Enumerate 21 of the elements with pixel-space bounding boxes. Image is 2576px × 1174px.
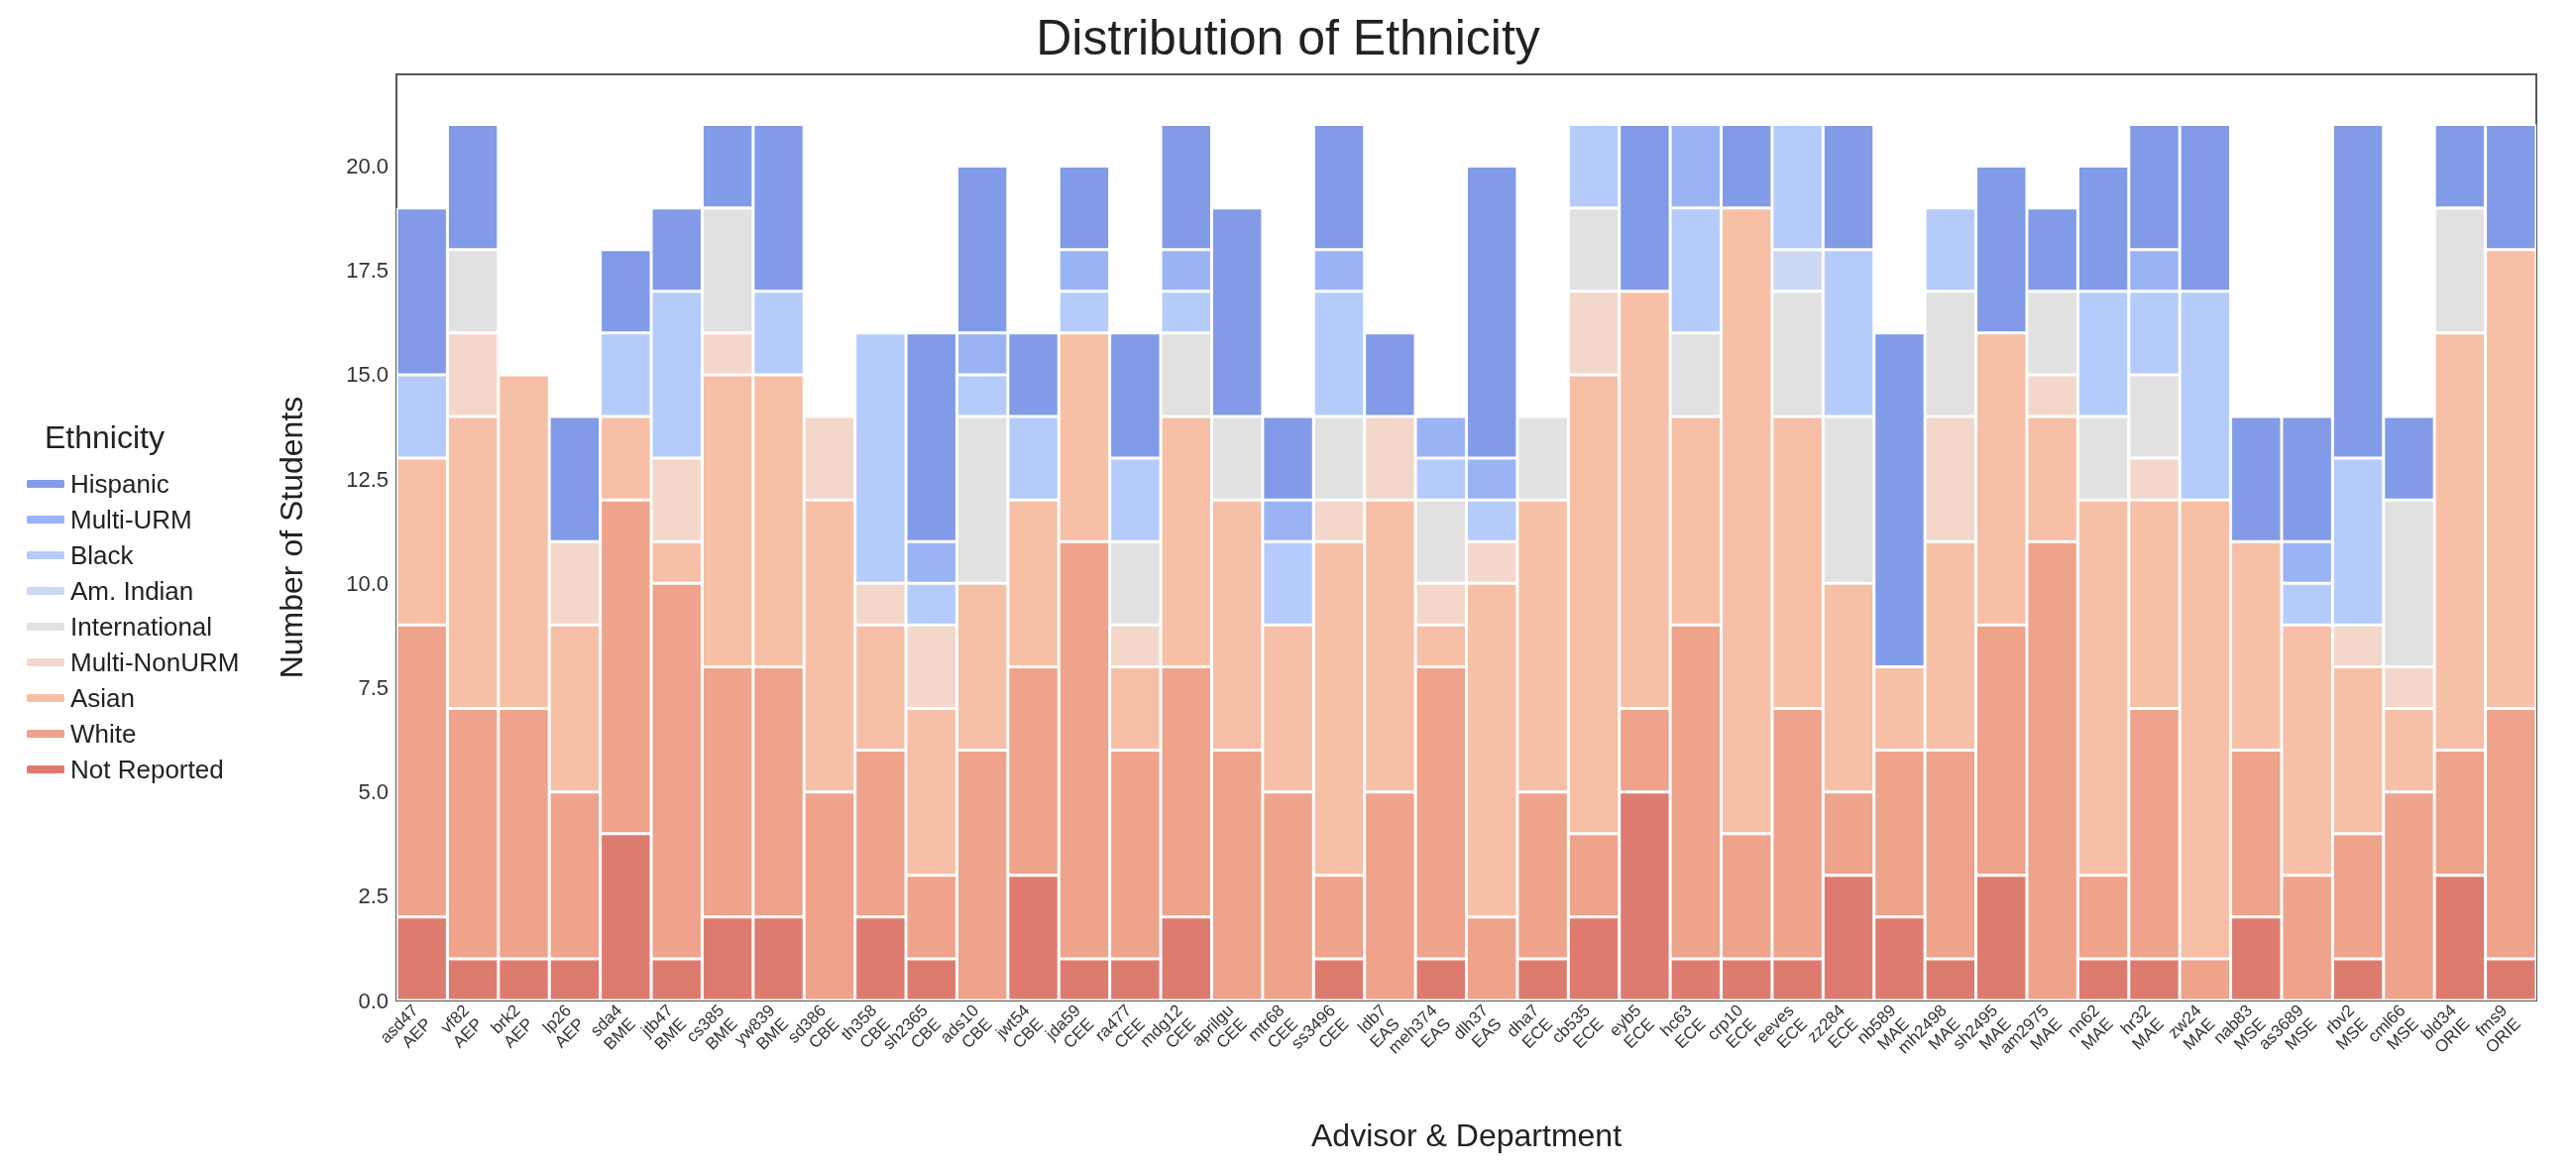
y-tick-label: 7.5 — [358, 674, 389, 700]
legend-label: Not Reported — [70, 755, 224, 784]
legend-label: Multi-NonURM — [70, 647, 240, 677]
y-tick-label: 20.0 — [346, 154, 389, 179]
y-tick-label: 2.5 — [358, 883, 389, 909]
legend-label: Am. Indian — [70, 576, 194, 606]
y-tick-label: 15.0 — [346, 362, 389, 388]
x-axis-title: Advisor & Department — [1310, 1117, 1623, 1153]
y-axis-title: Number of Students — [274, 396, 309, 679]
legend-label: International — [70, 612, 213, 642]
chart-title: Distribution of Ethnicity — [1036, 10, 1540, 65]
legend-title: Ethnicity — [45, 419, 165, 455]
y-tick-label: 17.5 — [346, 258, 389, 284]
legend-label: Black — [70, 540, 135, 570]
legend-label: Hispanic — [70, 469, 169, 499]
y-tick-label: 12.5 — [346, 466, 389, 492]
y-tick-label: 10.0 — [346, 570, 389, 596]
legend-label: Asian — [70, 683, 136, 713]
y-tick-label: 5.0 — [358, 779, 389, 805]
legend-label: White — [70, 719, 137, 749]
legend-label: Multi-URM — [70, 505, 192, 534]
